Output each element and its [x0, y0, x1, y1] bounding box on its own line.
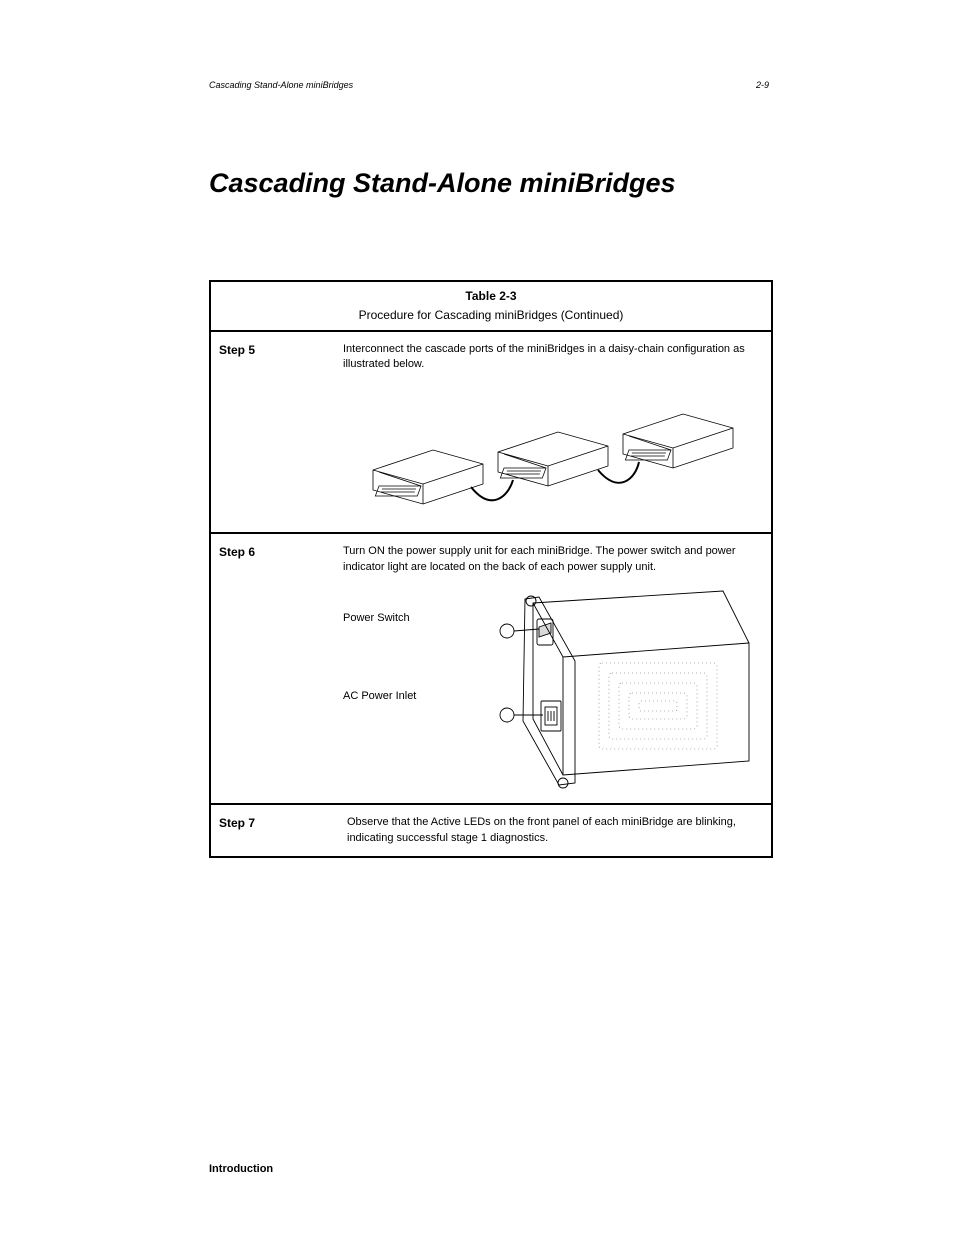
- step-text: Interconnect the cascade ports of the mi…: [343, 342, 763, 373]
- table-caption: Table 2-3: [211, 282, 771, 307]
- step-text: Observe that the Active LEDs on the fron…: [347, 815, 763, 846]
- cascade-diagram: [343, 372, 763, 522]
- callout-ac-inlet: AC Power Inlet: [343, 689, 453, 704]
- step-label: Step 7: [211, 805, 339, 856]
- running-head-left: Cascading Stand-Alone miniBridges: [209, 80, 353, 90]
- step-label: Step 5: [211, 332, 335, 533]
- procedure-table: Table 2-3 Procedure for Cascading miniBr…: [209, 280, 773, 858]
- step-text: Turn ON the power supply unit for each m…: [343, 544, 763, 575]
- page-footer: Introduction: [209, 1163, 273, 1175]
- table-row: Step 5 Interconnect the cascade ports of…: [211, 332, 771, 533]
- table-subtitle: Procedure for Cascading miniBridges (Con…: [211, 307, 771, 330]
- table-row: Step 7 Observe that the Active LEDs on t…: [211, 805, 771, 856]
- callout-power-switch: Power Switch: [343, 611, 453, 626]
- psu-diagram: [463, 583, 763, 793]
- running-head-right: 2-9: [756, 80, 769, 90]
- table-row: Step 6 Turn ON the power supply unit for…: [211, 534, 771, 803]
- page-title: Cascading Stand-Alone miniBridges: [209, 168, 676, 199]
- step-label: Step 6: [211, 534, 335, 803]
